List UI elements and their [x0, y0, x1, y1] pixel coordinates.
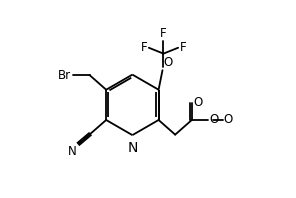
Text: N: N [127, 141, 138, 155]
Text: O: O [163, 56, 173, 69]
Text: O: O [209, 113, 218, 127]
Text: O: O [194, 96, 203, 109]
Text: N: N [68, 145, 77, 158]
Text: O: O [223, 113, 233, 126]
Text: F: F [141, 41, 147, 54]
Text: F: F [160, 27, 167, 40]
Text: F: F [180, 41, 186, 54]
Text: Br: Br [58, 69, 71, 82]
